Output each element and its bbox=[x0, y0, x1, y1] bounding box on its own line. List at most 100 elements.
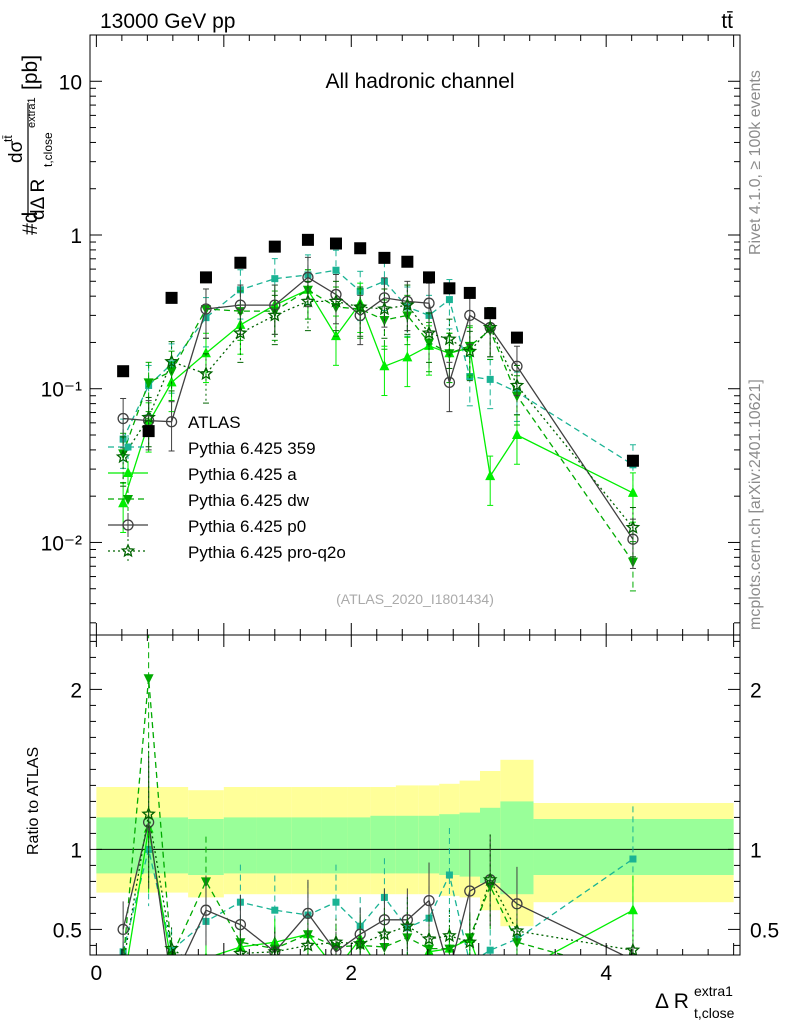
uncertainty-band-inner bbox=[291, 817, 322, 874]
data-point bbox=[117, 923, 129, 936]
ratio-y-tick-label: 0.5 bbox=[53, 919, 82, 942]
ratio-y-tick-label: 1 bbox=[750, 839, 762, 862]
data-point bbox=[377, 926, 392, 941]
chart-title: All hadronic channel bbox=[325, 70, 514, 93]
uncertainty-band-inner bbox=[96, 817, 130, 874]
ylabel-denominator-sup: extra1 bbox=[26, 97, 38, 128]
data-point bbox=[512, 967, 522, 977]
ratio-y-tick-label: 2 bbox=[70, 679, 82, 702]
data-point bbox=[234, 299, 247, 311]
data-point bbox=[117, 365, 130, 378]
data-point bbox=[354, 242, 367, 255]
data-point bbox=[117, 959, 128, 970]
data-point bbox=[462, 343, 478, 358]
series-line bbox=[122, 269, 634, 466]
data-point bbox=[142, 425, 155, 438]
ratio-frame bbox=[89, 634, 741, 956]
ratio-series-line bbox=[122, 822, 625, 955]
data-point bbox=[379, 971, 389, 981]
data-point bbox=[423, 271, 436, 284]
process-label: tt̄ bbox=[721, 10, 733, 33]
data-point bbox=[399, 297, 415, 312]
ratio-ticks: 2 2 1 1 0.5 0.5 0 2 4 bbox=[53, 635, 779, 985]
data-point bbox=[332, 266, 340, 274]
data-point bbox=[234, 918, 247, 931]
data-point bbox=[629, 855, 637, 863]
data-point bbox=[118, 981, 128, 991]
x-tick-label: 2 bbox=[345, 962, 357, 985]
data-point bbox=[464, 309, 476, 322]
data-point bbox=[118, 497, 129, 508]
data-point bbox=[328, 293, 344, 308]
data-point bbox=[200, 303, 212, 315]
data-point bbox=[267, 307, 283, 322]
data-point bbox=[421, 325, 437, 340]
data-point bbox=[466, 960, 473, 967]
legend-label: Pythia 6.425 359 bbox=[188, 439, 316, 458]
main-ticks: 10 1 10⁻¹ 10⁻² bbox=[41, 34, 740, 635]
data-point bbox=[328, 934, 344, 949]
data-point bbox=[167, 959, 177, 969]
data-point bbox=[331, 963, 341, 973]
uncertainty-band-inner bbox=[439, 814, 460, 875]
data-point bbox=[423, 894, 435, 907]
data-point bbox=[442, 928, 457, 943]
ratio-y-tick-label: 2 bbox=[750, 679, 762, 702]
uncertainty-band-inner bbox=[418, 815, 440, 874]
data-point bbox=[401, 255, 414, 268]
rivet-label: Rivet 4.1.0, ≥ 100k events bbox=[747, 70, 764, 255]
legend-label: Pythia 6.425 p0 bbox=[188, 517, 306, 536]
data-point bbox=[509, 377, 525, 392]
data-point bbox=[165, 291, 178, 304]
xlabel: Δ R extra1 t,close bbox=[655, 983, 735, 1021]
mcplots-label: mcplots.cern.ch [arXiv:2401.10621] bbox=[747, 379, 764, 630]
main-ylabel: #d dσ tt̄ dΔ R t,close extra1 [pb] bbox=[1, 55, 55, 235]
legend: ATLAS Pythia 6.425 359 Pythia 6.425 a Pythi… bbox=[108, 413, 346, 563]
data-point bbox=[625, 519, 641, 534]
data-point bbox=[332, 898, 340, 906]
uncertainty-band-inner bbox=[370, 815, 396, 874]
data-point bbox=[509, 923, 525, 938]
legend-label: Pythia 6.425 a bbox=[188, 465, 297, 484]
data-point bbox=[482, 872, 498, 887]
data-point bbox=[444, 966, 454, 976]
data-point bbox=[485, 470, 496, 481]
data-point bbox=[200, 965, 211, 976]
data-point bbox=[271, 275, 279, 283]
ylabel-denominator-sub: t,close bbox=[41, 132, 55, 167]
ratio-panel: 2 2 1 1 0.5 0.5 0 2 4 Ratio to ATLAS bbox=[25, 634, 779, 991]
data-point bbox=[352, 299, 368, 314]
data-point bbox=[379, 360, 390, 371]
data-point bbox=[164, 940, 179, 955]
main-series bbox=[115, 233, 641, 592]
data-point bbox=[233, 325, 248, 340]
data-point bbox=[115, 449, 131, 464]
ratio-bands bbox=[96, 759, 734, 927]
ratio-series bbox=[117, 635, 641, 991]
ylabel-numerator: dσ bbox=[6, 140, 27, 163]
data-point bbox=[300, 293, 316, 308]
data-point bbox=[117, 412, 129, 425]
data-point bbox=[165, 416, 178, 428]
legend-label: Pythia 6.425 pro-q2o bbox=[188, 543, 346, 562]
data-point bbox=[302, 907, 314, 920]
data-point bbox=[141, 409, 156, 424]
uncertainty-band-inner bbox=[223, 817, 257, 874]
data-point bbox=[627, 904, 638, 915]
data-point bbox=[329, 237, 342, 250]
uncertainty-band-inner bbox=[395, 815, 419, 874]
data-point bbox=[268, 240, 281, 253]
y-tick-label: 10 bbox=[59, 71, 82, 94]
data-point bbox=[377, 301, 392, 316]
data-point bbox=[482, 319, 498, 334]
data-point bbox=[629, 954, 636, 955]
ylabel-numerator-sup: tt̄ bbox=[1, 135, 15, 142]
uncertainty-band-inner bbox=[347, 817, 371, 874]
data-point bbox=[421, 931, 437, 946]
y-tick-label: 10⁻² bbox=[41, 532, 82, 555]
xlabel-main: Δ R bbox=[655, 990, 689, 1013]
ylabel-hash-d: #d bbox=[19, 212, 42, 235]
data-point bbox=[143, 378, 154, 389]
ratio-series-5 bbox=[117, 745, 641, 976]
data-point bbox=[124, 443, 132, 451]
